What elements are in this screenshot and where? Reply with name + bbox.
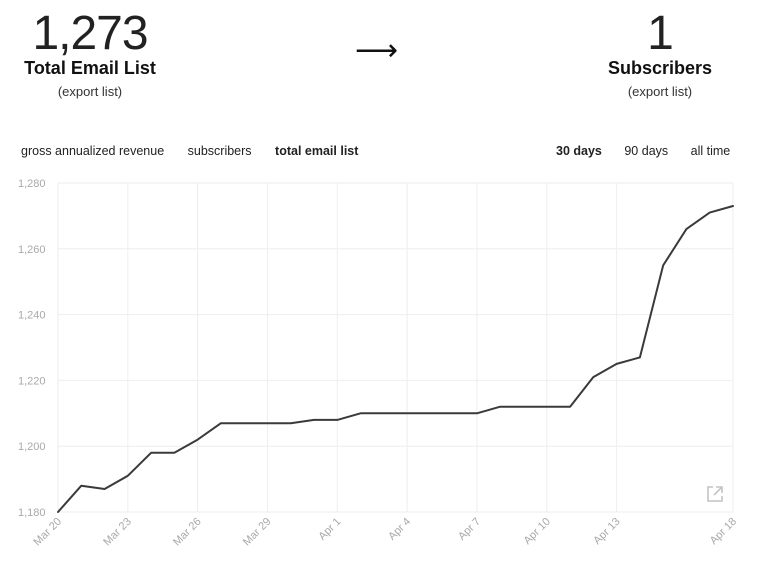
metric-tabs: gross annualized revenue subscribers tot… bbox=[21, 144, 378, 158]
y-tick-label: 1,260 bbox=[18, 244, 46, 256]
range-tabs: 30 days 90 days all time bbox=[556, 144, 730, 158]
x-tick-label: Apr 10 bbox=[522, 516, 553, 547]
x-tick-label: Mar 29 bbox=[241, 516, 274, 549]
series-line bbox=[57, 205, 734, 513]
tab-all-time[interactable]: all time bbox=[690, 144, 731, 158]
export-email-list-link[interactable]: (export list) bbox=[57, 84, 123, 99]
x-tick-label: Apr 7 bbox=[456, 516, 483, 543]
y-tick-label: 1,240 bbox=[18, 310, 46, 322]
x-tick-label: Mar 26 bbox=[171, 516, 204, 549]
total-email-list-stat: 1,273 Total Email List (export list) bbox=[10, 7, 170, 100]
total-email-list-count: 1,273 bbox=[32, 7, 148, 60]
subscribers-stat: 1 Subscribers (export list) bbox=[580, 7, 740, 100]
x-tick-label: Apr 18 bbox=[708, 516, 739, 547]
y-tick-label: 1,200 bbox=[18, 441, 46, 453]
y-axis-ticks: 1,180 1,200 1,220 1,240 1,260 1,280 bbox=[18, 178, 46, 519]
external-link-icon[interactable] bbox=[705, 484, 725, 509]
tab-90-days[interactable]: 90 days bbox=[624, 144, 669, 158]
chart-grid bbox=[57, 182, 734, 513]
x-tick-label: Apr 4 bbox=[386, 516, 413, 543]
x-axis-ticks: Mar 20 Mar 23 Mar 26 Mar 29 Apr 1 Apr 4 Apr 7 A… bbox=[31, 516, 739, 549]
export-subscribers-link[interactable]: (export list) bbox=[627, 84, 693, 99]
arrow-right-icon: ⟶ bbox=[355, 34, 399, 67]
x-tick-label: Apr 1 bbox=[316, 516, 343, 543]
y-tick-label: 1,280 bbox=[18, 178, 46, 190]
x-tick-label: Mar 23 bbox=[101, 516, 134, 549]
x-tick-label: Mar 20 bbox=[31, 516, 64, 549]
tab-30-days[interactable]: 30 days bbox=[556, 144, 602, 158]
tab-total-email-list[interactable]: total email list bbox=[275, 144, 359, 158]
tab-subscribers[interactable]: subscribers bbox=[187, 144, 252, 158]
tab-gross-annualized-revenue[interactable]: gross annualized revenue bbox=[21, 144, 165, 158]
series-line-layer bbox=[57, 205, 734, 513]
subscribers-count: 1 bbox=[647, 7, 674, 60]
y-tick-label: 1,180 bbox=[18, 507, 46, 519]
x-tick-label: Apr 13 bbox=[591, 516, 622, 547]
subscribers-label: Subscribers bbox=[607, 58, 713, 78]
total-email-list-label: Total Email List bbox=[24, 58, 156, 78]
y-tick-label: 1,220 bbox=[18, 375, 46, 387]
